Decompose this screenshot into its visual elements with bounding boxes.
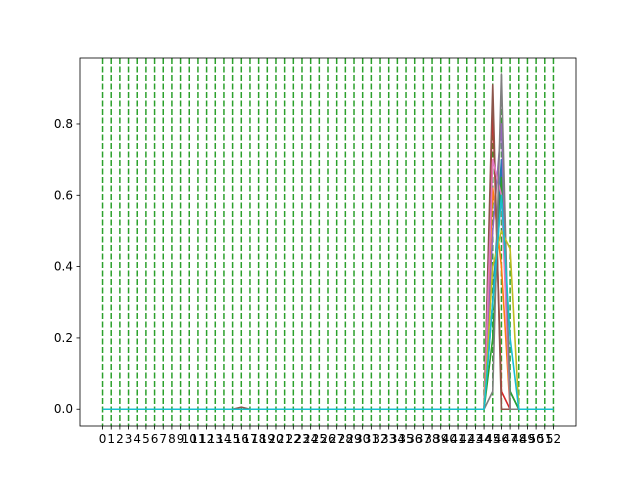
x-tick-label: 2 (116, 432, 124, 446)
x-tick-label: 19 (260, 432, 275, 446)
x-tick-label: 23 (294, 432, 309, 446)
x-tick-label: 45 (485, 432, 500, 446)
x-tick-label: 11 (190, 432, 205, 446)
x-tick-label: 36 (407, 432, 422, 446)
x-tick-label: 26 (320, 432, 335, 446)
y-tick-label: 0.0 (54, 402, 73, 416)
x-tick-label: 31 (364, 432, 379, 446)
y-tick-label: 0.8 (54, 117, 73, 131)
x-tick-label: 3 (125, 432, 133, 446)
series-line-10 (102, 194, 554, 411)
x-tick-label: 40 (442, 432, 457, 446)
y-tick-label: 0.4 (54, 260, 73, 274)
x-tick-label: 12 (199, 432, 214, 446)
x-tick-label: 35 (398, 432, 413, 446)
series-group (102, 73, 554, 411)
x-tick-label: 30 (355, 432, 370, 446)
x-tick-label: 9 (177, 432, 185, 446)
y-tick-label: 0.2 (54, 331, 73, 345)
x-tick-label: 39 (433, 432, 448, 446)
x-tick-label: 43 (468, 432, 483, 446)
x-tick-label: 42 (459, 432, 474, 446)
x-tick-label: 1 (107, 432, 115, 446)
x-tick-label: 4 (133, 432, 141, 446)
x-tick-label: 44 (476, 432, 491, 446)
x-tick-label: 0 (99, 432, 107, 446)
x-tick-label: 38 (424, 432, 439, 446)
x-tick-label: 46 (494, 432, 509, 446)
x-tick-label: 8 (168, 432, 176, 446)
x-tick-label: 10 (182, 432, 197, 446)
x-tick-label: 17 (242, 432, 257, 446)
x-tick-label: 27 (329, 432, 344, 446)
y-tick-label: 0.6 (54, 188, 73, 202)
x-tick-label: 5 (142, 432, 150, 446)
x-tick-label: 49 (520, 432, 535, 446)
x-tick-label: 33 (381, 432, 396, 446)
x-tick-label: 16 (234, 432, 249, 446)
x-tick-label: 14 (216, 432, 231, 446)
x-tick-label: 28 (338, 432, 353, 446)
x-tick-label: 47 (502, 432, 517, 446)
x-tick-label: 34 (390, 432, 405, 446)
x-axis: 0 1 2 3 4 5 6 7 8 9101112131415161718192021222324… (99, 426, 561, 446)
x-tick-label: 50 (528, 432, 543, 446)
x-tick-label: 48 (511, 432, 526, 446)
x-tick-label: 24 (303, 432, 318, 446)
x-tick-label: 13 (208, 432, 223, 446)
x-tick-label: 32 (372, 432, 387, 446)
y-axis: 0.0 0.2 0.4 0.6 0.8 (54, 117, 80, 416)
x-tick-label: 22 (286, 432, 301, 446)
x-tick-label: 7 (159, 432, 167, 446)
x-tick-label: 51 (537, 432, 552, 446)
x-tick-label: 25 (312, 432, 327, 446)
x-tick-label: 41 (450, 432, 465, 446)
x-tick-label: 21 (277, 432, 292, 446)
x-tick-label: 18 (251, 432, 266, 446)
x-tick-label: 52 (546, 432, 561, 446)
x-tick-label: 29 (346, 432, 361, 446)
x-tick-label: 37 (416, 432, 431, 446)
vertical-reference-lines (101, 58, 555, 426)
x-tick-label: 6 (151, 432, 159, 446)
x-tick-label: 15 (225, 432, 240, 446)
x-tick-label: 20 (268, 432, 283, 446)
